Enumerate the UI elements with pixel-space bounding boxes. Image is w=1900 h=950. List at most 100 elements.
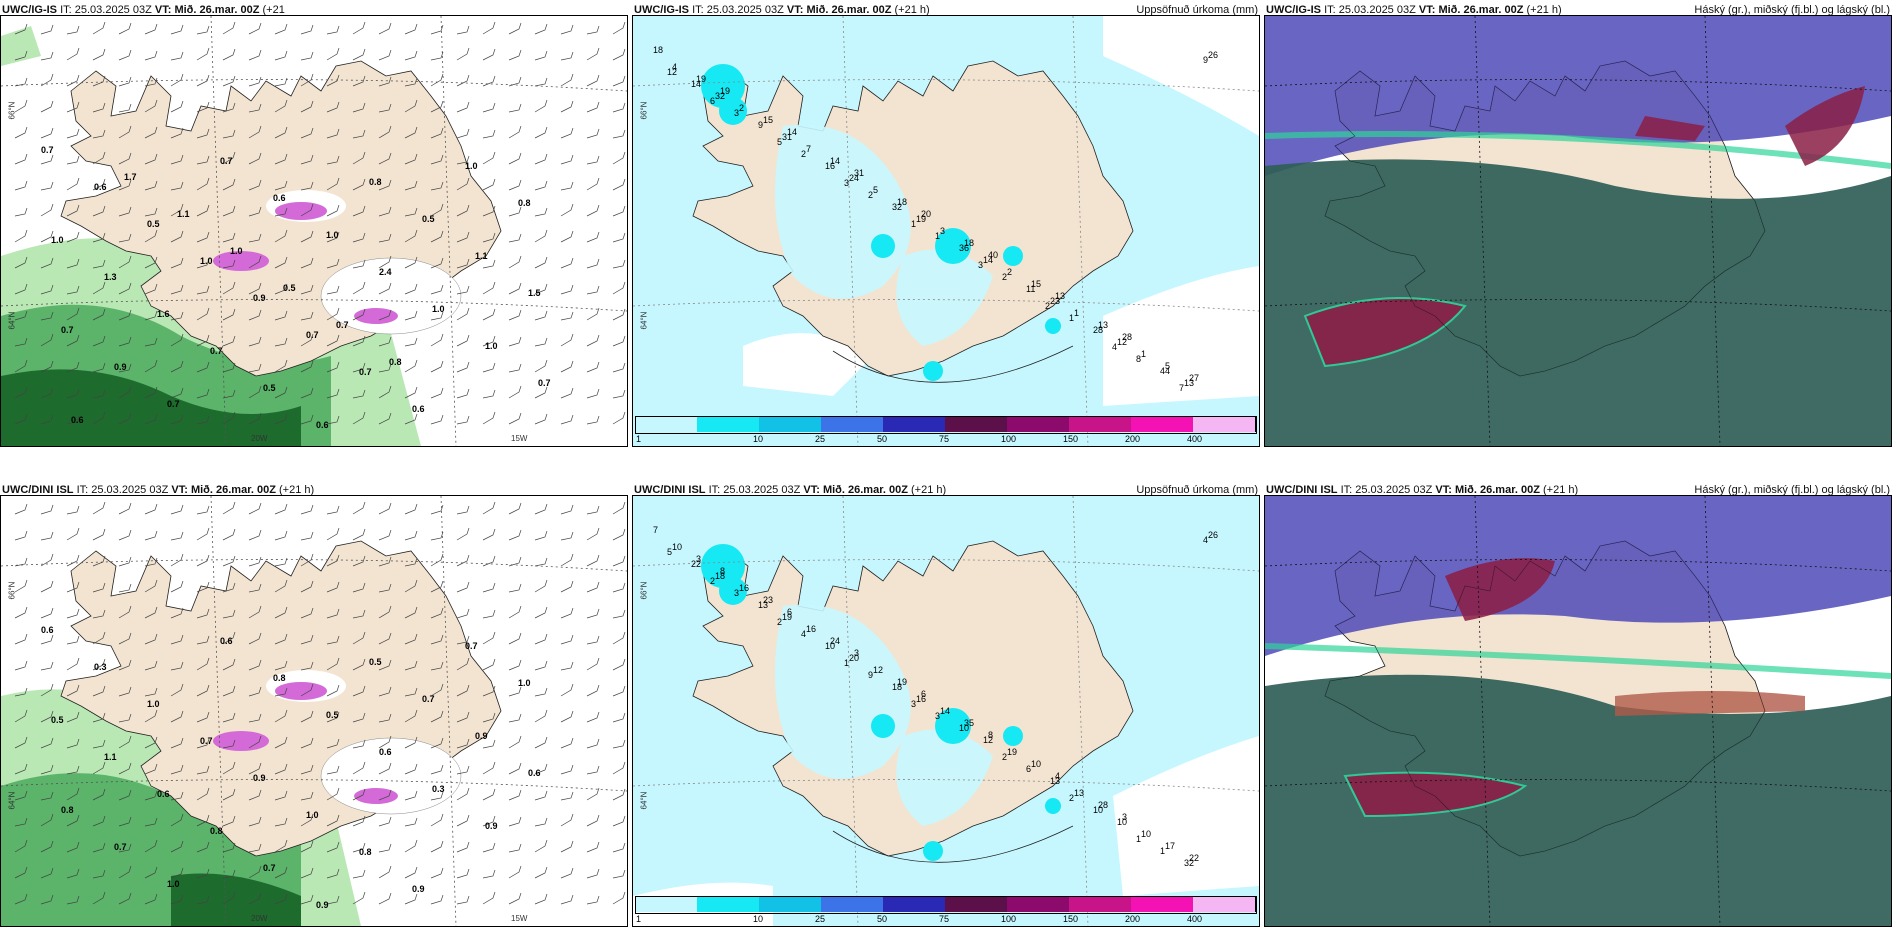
model-name: UWC/DINI ISL: [1266, 484, 1338, 496]
value-label: 17: [1165, 841, 1176, 851]
value-label: 19: [696, 74, 707, 84]
value-label: 13: [1050, 776, 1061, 786]
value-label: 0.6: [412, 404, 425, 414]
value-label: 0.7: [306, 330, 319, 340]
map-frame[interactable]: 66°N 64°N 20W 15W 0.7 0.6 0.5 1.0 0.9 0.7 0.7 0.6 1.…: [0, 15, 628, 447]
value-label: 19: [782, 612, 793, 622]
value-label: 0.7: [210, 346, 223, 356]
colorbar-swatch: [1193, 896, 1256, 912]
value-label: 1.0: [167, 879, 180, 889]
colorbar-tick: 1: [636, 434, 642, 444]
value-label: 0.6: [220, 636, 233, 646]
graticule: [633, 16, 1259, 446]
value-label: 1.1: [177, 209, 190, 219]
wind-snow-panel-top: UWC/IG-IS IT: 25.03.2025 03Z VT: Mið. 26…: [0, 0, 628, 448]
graticule: [1, 16, 627, 446]
value-label: 0.8: [61, 805, 74, 815]
colorbar-tick: 75: [939, 434, 950, 444]
value-label: 1: [1141, 349, 1147, 359]
value-label: 16: [916, 694, 927, 704]
graticule: [1, 496, 627, 926]
value-label: 14: [983, 255, 994, 265]
heavy-precip-spots: [701, 544, 1061, 861]
value-label: 16: [825, 161, 836, 171]
value-label: 22: [1189, 853, 1200, 863]
value-label: 1: [911, 219, 917, 229]
map-frame[interactable]: 66°N 64°N 7 8 6 3 6 8 4 3 22 3 23 24 19 35 10 28 17 10 16 16 1…: [632, 495, 1260, 927]
value-label: 1: [1136, 834, 1142, 844]
value-label: 0.8: [273, 673, 286, 683]
value-label: 0.8: [210, 826, 223, 836]
value-label: 2: [1007, 267, 1013, 277]
panel-header: UWC/IG-IS IT: 25.03.2025 03Z VT: Mið. 26…: [634, 4, 1258, 16]
value-label: 23: [763, 595, 774, 605]
value-label: 0.6: [94, 182, 107, 192]
graticule-label: 66°N: [7, 581, 17, 600]
value-label: 27: [1189, 373, 1200, 383]
value-label: 0.3: [94, 662, 107, 672]
value-label: 0.5: [263, 383, 276, 393]
panel-header: UWC/IG-IS IT: 25.03.2025 03Z VT: Mið. 26…: [1266, 4, 1890, 16]
map-frame[interactable]: [1264, 495, 1892, 927]
value-label: 2: [801, 149, 807, 159]
map-frame[interactable]: 66°N 64°N 18 19 14 31 20 40 13 28 27 19 15 14 18 18 15 13…: [632, 15, 1260, 447]
value-label: 0.7: [41, 145, 54, 155]
panel-header: UWC/IG-IS IT: 25.03.2025 03Z VT: Mið. 26…: [2, 4, 285, 16]
panel-variable-title: Uppsöfnuð úrkoma (mm): [1136, 4, 1258, 16]
value-label: 4: [801, 629, 807, 639]
value-label: 2: [1002, 272, 1008, 282]
map-frame[interactable]: [1264, 15, 1892, 447]
value-label: 2: [777, 617, 783, 627]
value-label: 28: [1098, 800, 1109, 810]
value-label: 19: [916, 214, 927, 224]
colorbar-tick: 10: [753, 914, 764, 924]
value-label: 10: [1141, 829, 1152, 839]
value-label: 18: [964, 238, 975, 248]
model-name: UWC/DINI ISL: [2, 484, 74, 496]
value-label: 13: [758, 600, 769, 610]
graticule-label: 66°N: [7, 101, 17, 120]
value-label: 1.5: [528, 288, 541, 298]
map-frame[interactable]: 66°N 64°N 20W 15W 0.6 0.3 1.0 0.7 0.9 1.0 0.8 0.9 0.…: [0, 495, 628, 927]
value-label: 13: [1055, 291, 1066, 301]
valid-time: Mið. 26.mar. 00Z: [174, 4, 260, 16]
model-name: UWC/IG-IS: [1266, 4, 1321, 16]
value-label: 1.0: [306, 810, 319, 820]
contour-line: [832, 825, 1074, 863]
value-label: 20: [849, 653, 860, 663]
value-label: 0.9: [412, 884, 425, 894]
value-label: 0.9: [253, 773, 266, 783]
value-label: 11: [1026, 284, 1036, 294]
value-label: 26: [1208, 530, 1219, 540]
value-label: 13: [1074, 788, 1085, 798]
precip-shading: [1, 689, 361, 926]
colorbar-tick: 200: [1125, 434, 1141, 444]
value-label: 6: [921, 689, 927, 699]
valid-time: Mið. 26.mar. 00Z: [806, 4, 892, 16]
value-label: 10: [1031, 759, 1042, 769]
panel-header: UWC/DINI ISL IT: 25.03.2025 03Z VT: Mið.…: [634, 484, 1258, 496]
value-label: 6: [787, 607, 793, 617]
wind-snow-panel-bottom: UWC/DINI ISL IT: 25.03.2025 03Z VT: Mið.…: [0, 480, 628, 928]
value-label: 26: [1208, 50, 1219, 60]
value-label: 5: [777, 137, 783, 147]
map-canvas: [1265, 16, 1891, 446]
value-label: 0.6: [379, 747, 392, 757]
value-label: 1.0: [465, 161, 478, 171]
value-label: 1.0: [147, 699, 160, 709]
value-label: 4: [1055, 771, 1061, 781]
value-label: 2: [868, 190, 874, 200]
value-label: 10: [825, 641, 836, 651]
heavy-precip-spots: [701, 64, 1061, 381]
value-label: 4: [1112, 342, 1118, 352]
colorbar-tick: 400: [1187, 434, 1203, 444]
value-label: 32: [892, 202, 903, 212]
value-label: 18: [653, 45, 664, 55]
map-canvas: [1, 16, 627, 446]
value-label: 8: [988, 730, 994, 740]
value-label: 6: [1026, 764, 1032, 774]
value-label: 12: [667, 67, 678, 77]
value-label: 10: [1117, 817, 1128, 827]
colorbar-tick: 1: [636, 914, 642, 924]
value-label: 0.9: [253, 293, 266, 303]
